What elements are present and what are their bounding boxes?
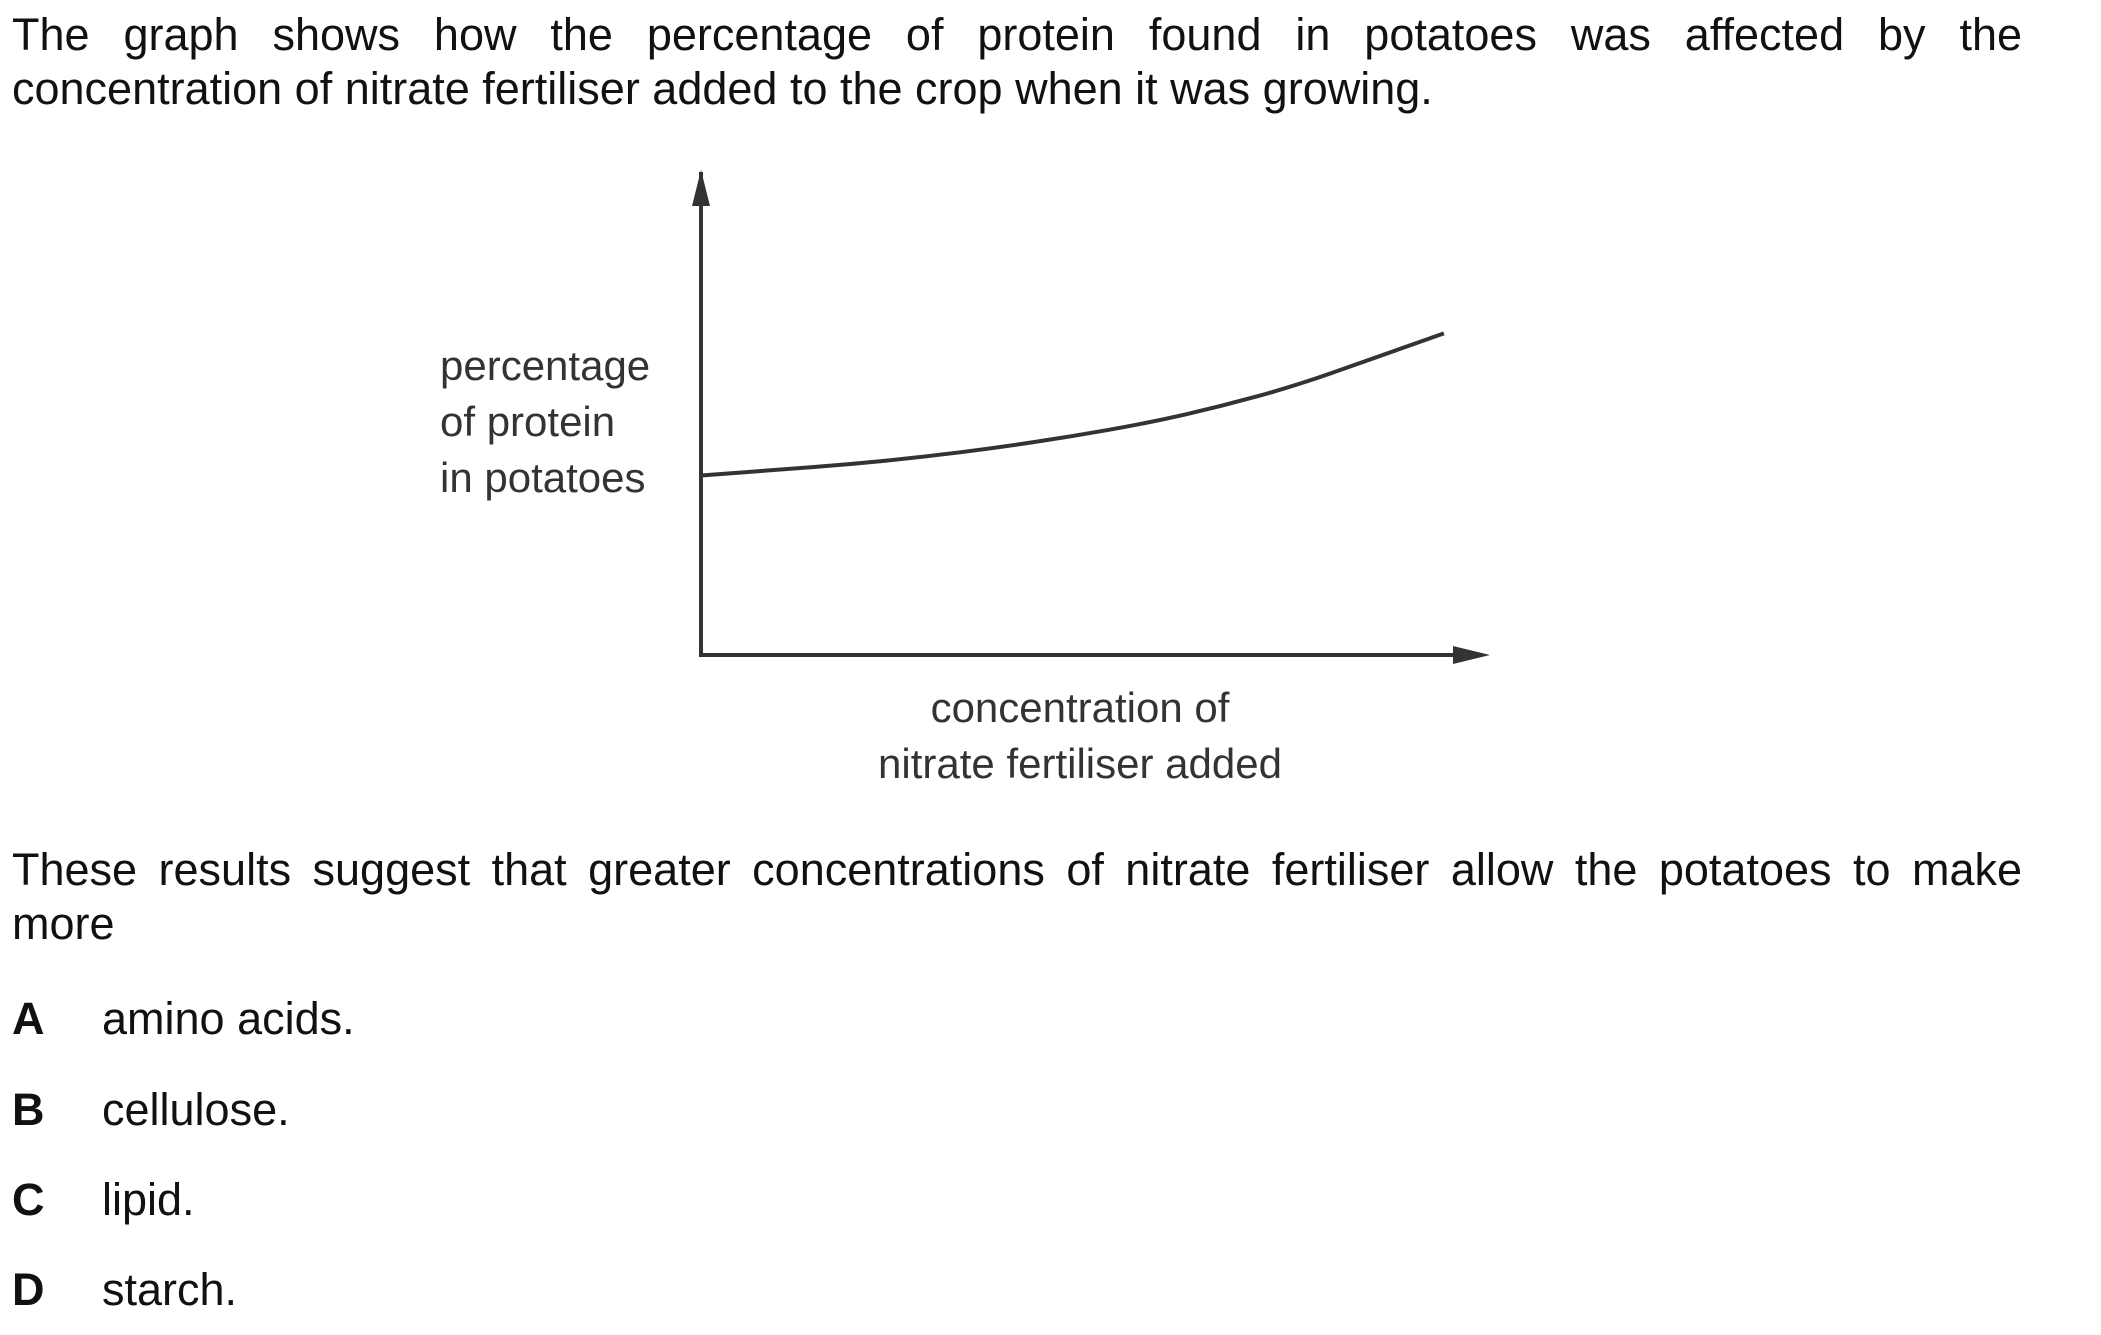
option-a-letter: A (12, 993, 45, 1044)
option-b-letter: B (12, 1084, 45, 1135)
y-axis-label-line-3: in potatoes (440, 454, 646, 501)
option-d-letter: D (12, 1264, 45, 1315)
y-axis-label: percentage of protein in potatoes (440, 338, 650, 506)
intro-line-2: concentration of nitrate fertiliser adde… (12, 63, 1433, 114)
x-axis-label: concentration of nitrate fertiliser adde… (0, 680, 2101, 792)
x-axis-label-line-1: concentration of (930, 684, 1230, 731)
option-b-text: cellulose. (102, 1084, 290, 1135)
y-axis-arrowhead (692, 170, 710, 206)
intro-line-1: The graph shows how the percentage of pr… (12, 9, 2022, 60)
option-c-letter: C (12, 1174, 45, 1225)
question-line-2: more (12, 898, 115, 949)
option-d-text: starch. (102, 1264, 238, 1315)
graph-svg (692, 170, 1490, 664)
x-axis-label-line-2: nitrate fertiliser added (878, 740, 1282, 787)
question-text: These results suggest that greater conce… (12, 843, 2022, 951)
option-a-text: amino acids. (102, 993, 355, 1044)
protein-curve (700, 331, 1445, 478)
intro-text: The graph shows how the percentage of pr… (12, 8, 2022, 116)
y-axis-label-line-2: of protein (440, 398, 616, 445)
option-c-text: lipid. (102, 1174, 195, 1225)
question-line-1: These results suggest that greater conce… (12, 844, 2022, 895)
x-axis-arrowhead (1453, 646, 1490, 664)
y-axis-label-line-1: percentage (440, 342, 651, 389)
protein-graph: percentage of protein in potatoes concen… (0, 160, 2101, 800)
